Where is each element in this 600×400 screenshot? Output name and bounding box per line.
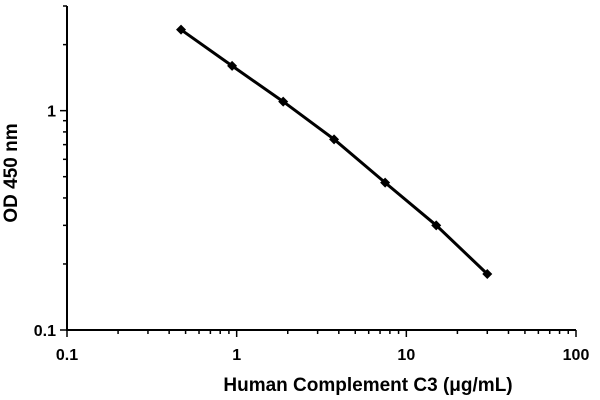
data-point-marker <box>482 269 493 280</box>
data-point-marker <box>329 134 340 145</box>
data-point-marker <box>176 24 187 35</box>
y-tick-label: 0.1 <box>34 323 56 340</box>
x-tick-label: 0.1 <box>56 347 78 364</box>
series-line <box>180 28 489 276</box>
x-tick-label: 1 <box>232 347 241 364</box>
data-point-marker <box>380 177 391 188</box>
data-point-marker <box>278 96 289 107</box>
series-layer <box>176 24 493 280</box>
axis-titles: Human Complement C3 (μg/mL) OD 450 nm <box>1 123 513 396</box>
x-axis-title: Human Complement C3 (μg/mL) <box>223 375 512 396</box>
data-point-marker <box>227 60 238 71</box>
axes: 0.1 1 0.1 1 10 100 <box>34 5 590 364</box>
data-point-marker <box>431 220 442 231</box>
y-axis-title: OD 450 nm <box>1 123 22 222</box>
x-tick-label: 10 <box>397 347 415 364</box>
y-tick-label: 1 <box>47 104 56 121</box>
x-tick-label: 100 <box>563 347 590 364</box>
